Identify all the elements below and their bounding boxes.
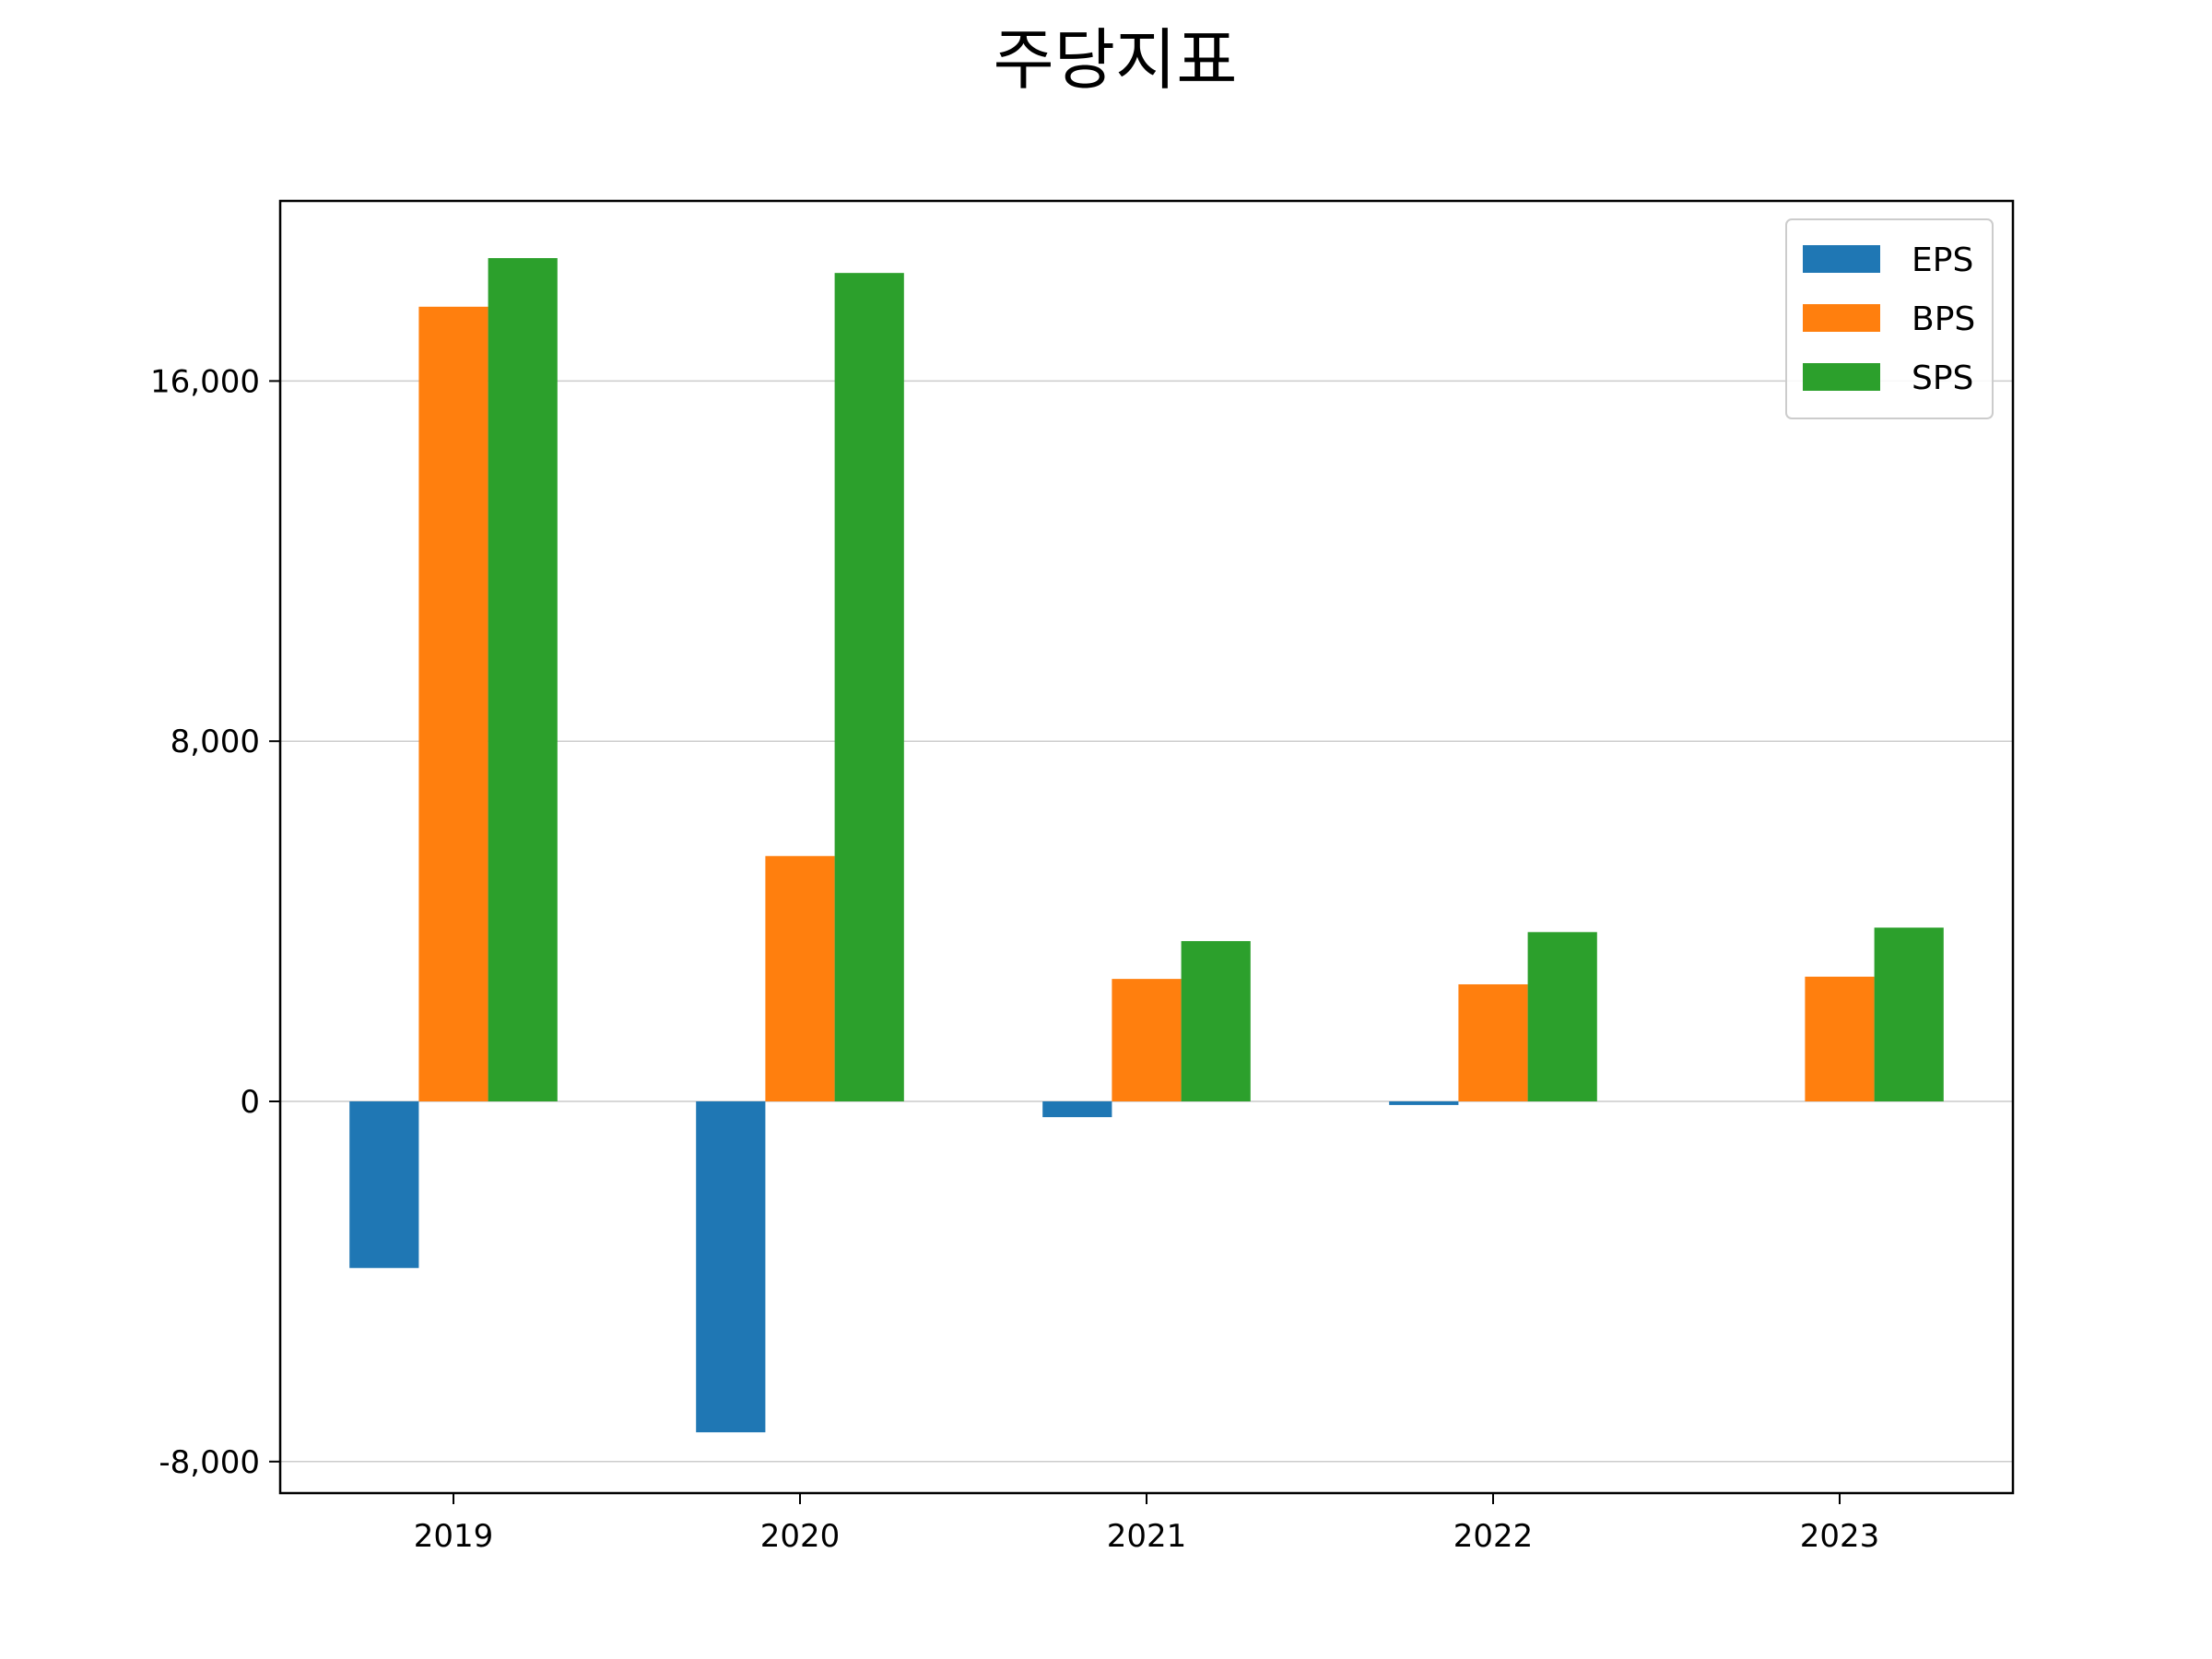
y-tick-label: 8,000 [171,724,260,760]
legend-label-bps: BPS [1912,300,1975,338]
x-tick-label: 2022 [1453,1518,1534,1555]
chart-title: 주당지표 [994,21,1238,99]
legend: EPS BPS SPS [1785,218,1994,419]
x-tick-label: 2020 [760,1518,841,1555]
bar-eps-2021 [1042,1101,1112,1118]
bar-bps-2022 [1458,983,1528,1102]
bar-bps-2021 [1112,979,1182,1102]
bars [349,258,1944,1433]
y-tick-label: 0 [240,1084,260,1121]
bar-bps-2023 [1805,976,1875,1102]
y-tick-label: -8,000 [159,1444,260,1481]
legend-swatch-sps [1803,363,1880,391]
x-tick-label: 2021 [1107,1518,1187,1555]
bar-sps-2023 [1874,927,1944,1102]
x-tick-label: 2023 [1800,1518,1880,1555]
bar-sps-2021 [1181,941,1251,1102]
bar-sps-2020 [834,273,904,1102]
legend-label-sps: SPS [1912,359,1973,397]
bar-eps-2019 [349,1101,419,1268]
bar-bps-2020 [765,855,835,1102]
legend-swatch-eps [1803,245,1880,273]
gridlines [280,380,2013,1463]
y-axis: -8,000 0 8,000 16,000 [150,363,280,1481]
y-tick-label: 16,000 [150,363,260,400]
bar-sps-2022 [1527,932,1597,1102]
bar-eps-2020 [696,1101,766,1433]
bar-eps-2022 [1389,1101,1459,1105]
x-tick-label: 2019 [414,1518,494,1555]
legend-swatch-bps [1803,304,1880,332]
bar-sps-2019 [488,258,558,1102]
plot-frame [278,199,2015,1495]
legend-label-eps: EPS [1912,241,1973,279]
bar-bps-2019 [418,306,488,1102]
x-axis: 2019 2020 2021 2022 2023 [414,1493,1880,1555]
